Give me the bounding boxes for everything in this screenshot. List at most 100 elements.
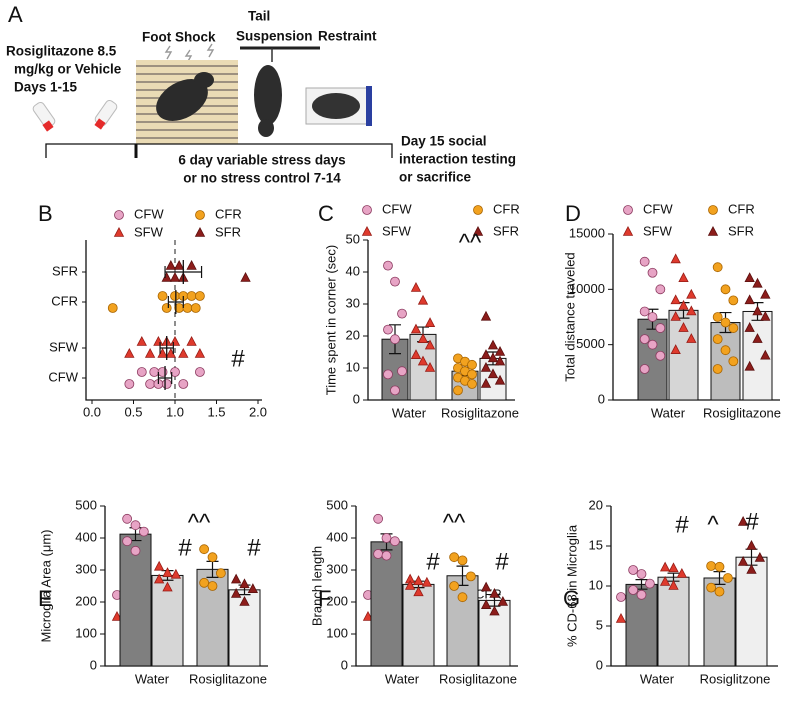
annotation: # <box>675 511 689 538</box>
legend-label: CFR <box>493 201 520 216</box>
error-bar <box>164 266 203 278</box>
data-point <box>737 555 749 566</box>
data-point <box>480 581 492 592</box>
legend-label: SFR <box>493 223 519 238</box>
data-point <box>670 310 681 321</box>
annotation: # <box>231 345 245 372</box>
data-point <box>744 294 755 305</box>
y-axis-title: Total distance traveled <box>562 252 577 381</box>
endpoint-text: interaction testing <box>399 152 516 167</box>
legend-label: SFW <box>382 223 412 238</box>
data-point <box>413 586 424 597</box>
data-point <box>389 536 400 547</box>
y-tick-label: 15 <box>589 537 603 552</box>
data-point <box>424 339 436 350</box>
data-point <box>494 355 506 366</box>
panel-letter: D <box>565 201 581 226</box>
axis <box>85 240 262 401</box>
panel-letter: E <box>38 586 53 611</box>
data-point <box>190 303 201 313</box>
legend-label: SFR <box>728 223 754 238</box>
data-point <box>746 563 757 574</box>
data-point <box>157 291 168 301</box>
data-point <box>383 369 393 380</box>
data-point <box>107 303 118 313</box>
data-point <box>467 359 477 370</box>
shock-box <box>136 60 238 144</box>
tail-suspension <box>240 46 320 137</box>
annotation: # <box>178 534 192 561</box>
data-point <box>161 303 172 313</box>
data-point <box>668 579 679 590</box>
data-point <box>487 368 499 379</box>
data-point <box>647 339 658 350</box>
data-point <box>169 271 181 282</box>
data-point <box>678 272 689 283</box>
legend-marker <box>708 205 718 215</box>
data-point <box>728 295 739 306</box>
data-point <box>728 356 739 367</box>
data-point <box>628 585 639 595</box>
data-point <box>173 259 185 270</box>
data-point <box>417 333 429 343</box>
data-point <box>170 291 180 301</box>
panel-a: A Rosiglitazone 8.5 mg/kg or Vehicle Day… <box>6 2 516 186</box>
y-tick-label: 10 <box>346 359 360 374</box>
bar <box>402 583 435 667</box>
y-tick-label: 400 <box>75 529 97 544</box>
legend-label: CFW <box>643 201 673 216</box>
data-point <box>760 349 771 360</box>
data-point <box>670 344 681 354</box>
data-point <box>161 271 172 282</box>
y-tick-label: 0 <box>353 391 360 406</box>
data-point <box>136 367 147 377</box>
legend-label: CFR <box>215 206 242 221</box>
y-tick-label: SFW <box>49 339 79 354</box>
data-point <box>138 526 149 537</box>
data-point <box>165 347 177 358</box>
x-tick-label: 1.0 <box>166 404 184 419</box>
shock-icon <box>164 43 215 64</box>
x-tick-label: Water <box>385 671 420 686</box>
x-tick-label: Water <box>392 405 427 420</box>
data-point <box>489 605 500 616</box>
data-point <box>487 352 499 363</box>
data-point <box>480 377 492 388</box>
x-tick-label: 2.0 <box>249 404 267 419</box>
data-point <box>170 367 180 377</box>
data-point <box>714 586 725 597</box>
x-tick-label: Rosiglitazone <box>189 671 267 686</box>
data-point <box>390 334 400 345</box>
data-point <box>239 578 250 589</box>
data-point <box>722 573 733 583</box>
legend-marker <box>361 225 373 236</box>
data-point <box>162 581 173 592</box>
data-point <box>207 552 218 563</box>
y-tick-label: 20 <box>346 327 360 342</box>
data-point <box>720 345 731 356</box>
data-point <box>186 335 197 346</box>
data-point <box>169 335 181 346</box>
legend-label: SFW <box>134 224 164 239</box>
data-point <box>153 573 165 584</box>
data-point <box>381 533 392 543</box>
legend-marker <box>113 226 125 237</box>
data-point <box>207 581 218 591</box>
data-point <box>124 379 135 389</box>
y-tick-label: 5000 <box>576 336 605 351</box>
data-point <box>199 577 210 588</box>
data-point <box>480 349 492 359</box>
x-tick-label: 0.5 <box>124 404 142 419</box>
x-tick-label: Water <box>640 671 675 686</box>
annotation: ^^ <box>188 509 211 536</box>
stressor-text: Foot Shock <box>142 30 216 45</box>
y-axis-title: Time spent in corner (sec) <box>323 245 338 396</box>
panel-letter: F <box>318 586 331 611</box>
data-point <box>194 347 206 358</box>
data-point <box>760 310 771 321</box>
x-tick-label: Rosiglitazone <box>441 405 519 420</box>
data-point <box>390 276 400 287</box>
data-point <box>230 587 242 598</box>
data-point <box>417 294 429 305</box>
legend-label: SFW <box>643 223 673 238</box>
